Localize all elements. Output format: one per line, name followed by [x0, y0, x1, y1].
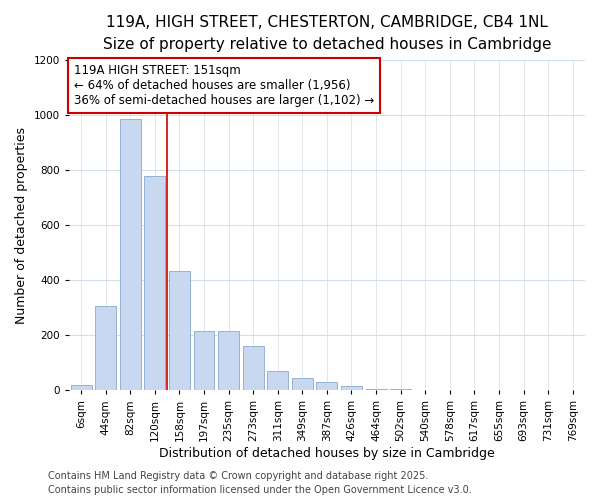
Bar [365, 389, 386, 390]
Bar [169, 270, 190, 390]
Y-axis label: Number of detached properties: Number of detached properties [15, 127, 28, 324]
Title: 119A, HIGH STREET, CHESTERTON, CAMBRIDGE, CB4 1NL
Size of property relative to d: 119A, HIGH STREET, CHESTERTON, CAMBRIDGE… [103, 15, 551, 52]
Bar [218, 331, 239, 390]
Bar [292, 378, 313, 390]
Text: 119A HIGH STREET: 151sqm
← 64% of detached houses are smaller (1,956)
36% of sem: 119A HIGH STREET: 151sqm ← 64% of detach… [74, 64, 374, 106]
Bar [341, 386, 362, 390]
Bar [268, 371, 288, 390]
Bar [145, 176, 166, 390]
Bar [194, 331, 214, 390]
Bar [71, 385, 92, 390]
Bar [95, 306, 116, 390]
Text: Contains HM Land Registry data © Crown copyright and database right 2025.
Contai: Contains HM Land Registry data © Crown c… [48, 471, 472, 495]
Bar [316, 382, 337, 390]
Bar [243, 346, 263, 391]
X-axis label: Distribution of detached houses by size in Cambridge: Distribution of detached houses by size … [159, 447, 495, 460]
Bar [120, 120, 141, 390]
